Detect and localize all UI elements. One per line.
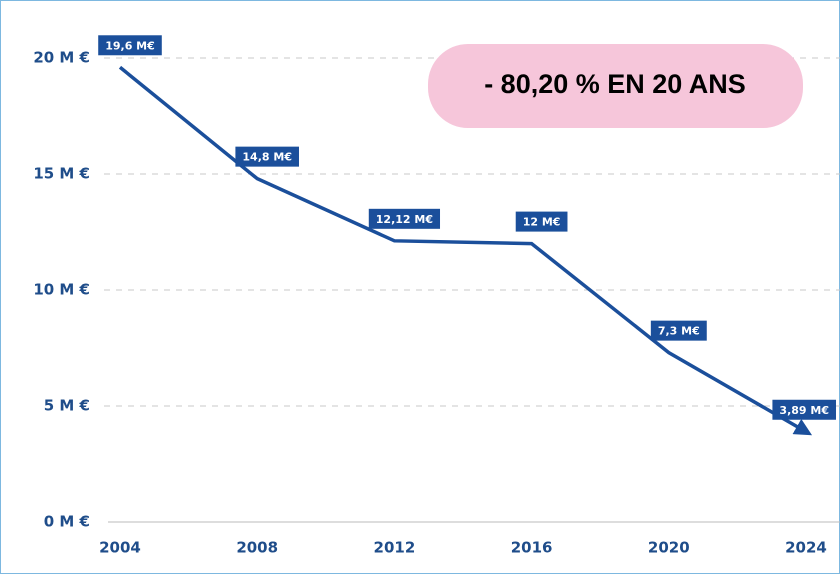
y-tick-label: 5 M € (44, 397, 90, 415)
value-label: 14,8 M€ (235, 146, 299, 167)
grid: 0 M € 5 M € 10 M € 15 M € 20 M € 2004 2008 2012… (33, 49, 840, 557)
x-tick-label: 2004 (99, 539, 141, 557)
x-tick-label: 2008 (236, 539, 278, 557)
x-tick-label: 2012 (374, 539, 416, 557)
value-label: 19,6 M€ (98, 35, 162, 56)
value-label-text: 12,12 M€ (376, 213, 433, 226)
value-label-text: 3,89 M€ (779, 404, 829, 417)
line (118, 65, 813, 436)
value-label: 12 M€ (515, 211, 568, 232)
y-tick-label: 20 M € (33, 49, 90, 67)
value-label-text: 12 M€ (523, 216, 561, 229)
value-label: 12,12 M€ (368, 208, 441, 229)
value-label-text: 19,6 M€ (105, 39, 155, 52)
value-label-text: 7,3 M€ (658, 325, 700, 338)
annotation-box (428, 44, 803, 128)
y-tick-label: 0 M € (44, 513, 90, 531)
x-tick-label: 2016 (511, 539, 553, 557)
x-tick-label: 2020 (648, 539, 690, 557)
value-label-text: 14,8 M€ (242, 151, 292, 164)
y-tick-label: 10 M € (33, 281, 90, 299)
value-label-box (235, 146, 299, 167)
value-label: 3,89 M€ (772, 399, 836, 420)
annotation: - 80,20 % EN 20 ANS (484, 69, 746, 99)
value-label-box (515, 211, 568, 232)
value-label-box (98, 35, 162, 56)
value-label-box (772, 399, 836, 420)
value-label: 7,3 M€ (650, 320, 707, 341)
value-label-box (368, 208, 441, 229)
value-label-box (650, 320, 707, 341)
x-tick-label: 2024 (785, 539, 827, 557)
y-tick-label: 15 M € (33, 165, 90, 183)
marks: 19,6 M€ 14,8 M€ 12,12 M€ 12 M€ 7,3 M€ 3,89 M€ (98, 35, 836, 436)
